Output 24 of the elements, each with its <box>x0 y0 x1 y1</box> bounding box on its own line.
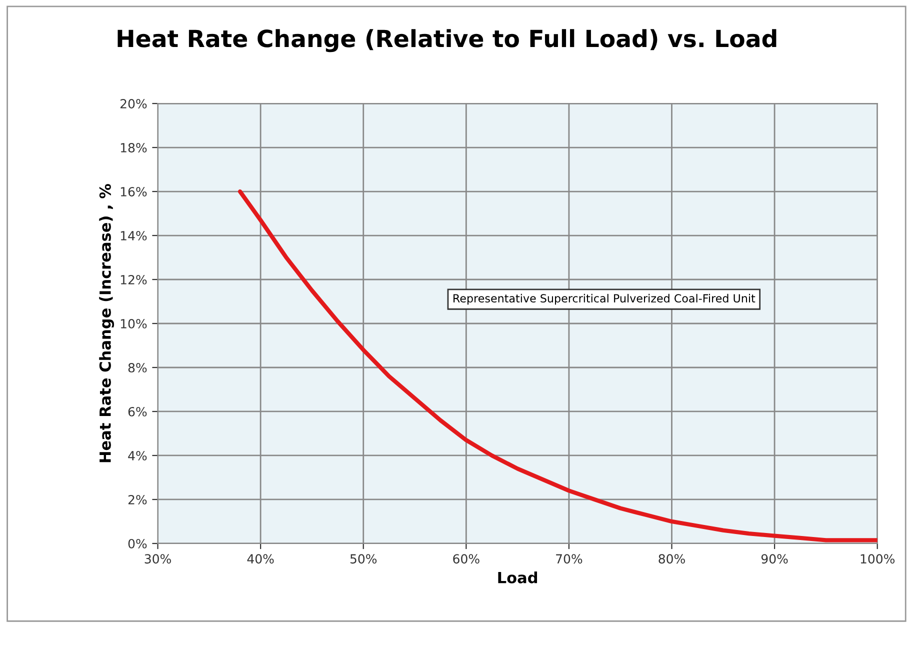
line-series <box>238 189 878 542</box>
x-tick-label: 60% <box>453 554 480 564</box>
y-tick-label: 10% <box>120 318 147 328</box>
y-tick-label: 2% <box>128 494 147 504</box>
x-tick-label: 50% <box>350 554 377 564</box>
x-tick-label: 80% <box>658 554 685 564</box>
x-tick-label: 30% <box>144 554 171 564</box>
y-axis-title: Heat Rate Change (Increase) , % <box>99 184 114 462</box>
y-tick-label: 0% <box>128 538 147 548</box>
y-tick-label: 4% <box>128 450 147 460</box>
y-tick-label: 8% <box>128 362 147 372</box>
chart-title: Heat Rate Change (Relative to Full Load) vs. Load <box>118 29 776 52</box>
x-axis-title: Load <box>498 572 538 584</box>
y-tick-label: 14% <box>120 230 147 240</box>
y-tick-label: 16% <box>120 186 147 196</box>
x-tick-label: 40% <box>247 554 274 564</box>
x-tick-label: 70% <box>556 554 582 564</box>
y-tick-label: 6% <box>128 406 147 416</box>
x-tick-label: 90% <box>761 554 788 564</box>
annotation: Representative Supercritical Pulverized Coal-Fired Unit <box>454 294 756 305</box>
y-tick-label: 12% <box>120 274 147 284</box>
y-tick-label: 18% <box>120 142 147 152</box>
y-tick-label: 20% <box>120 98 147 108</box>
x-tick-label: 100% <box>860 554 895 564</box>
